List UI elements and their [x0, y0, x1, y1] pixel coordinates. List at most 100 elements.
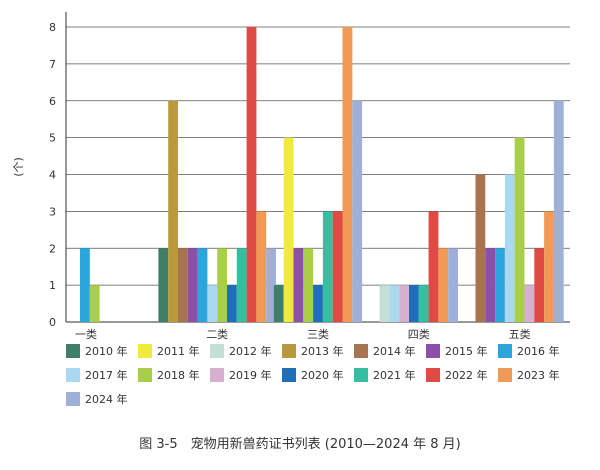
legend-label: 2013 年: [301, 345, 344, 358]
bar: [409, 285, 419, 322]
bar: [227, 285, 237, 322]
bar: [379, 285, 390, 322]
bar: [534, 248, 545, 322]
legend-swatch: [210, 368, 224, 382]
bar: [80, 248, 90, 322]
bar: [236, 248, 247, 322]
y-axis-label: (个): [12, 157, 25, 177]
bar: [389, 285, 400, 322]
y-tick-label: 2: [49, 242, 56, 255]
bar: [428, 211, 439, 322]
legend-item: 2020 年: [282, 367, 344, 383]
legend-label: 2016 年: [517, 345, 560, 358]
bar: [178, 248, 188, 322]
bar: [158, 248, 169, 322]
legend-swatch: [498, 344, 512, 358]
bar: [342, 27, 353, 322]
legend-label: 2014 年: [373, 345, 416, 358]
legend-item: 2024 年: [66, 391, 128, 407]
y-tick-label: 8: [49, 21, 56, 34]
x-tick-label: 二类: [206, 327, 228, 340]
legend-swatch: [66, 344, 80, 358]
bar: [256, 211, 267, 322]
legend-label: 2022 年: [445, 369, 488, 382]
bar: [197, 248, 208, 322]
bar: [448, 248, 458, 322]
legend-swatch: [138, 368, 152, 382]
x-tick-label: 一类: [75, 327, 97, 340]
bar: [475, 174, 486, 322]
legend-swatch: [426, 368, 440, 382]
legend-swatch: [210, 344, 224, 358]
legend-label: 2021 年: [373, 369, 416, 382]
bar: [399, 285, 409, 322]
legend-item: 2014 年: [354, 343, 416, 359]
legend-item: 2013 年: [282, 343, 344, 359]
bar: [273, 285, 284, 322]
bar: [495, 248, 505, 322]
legend-item: 2021 年: [354, 367, 416, 383]
legend-item: 2012 年: [210, 343, 272, 359]
legend-swatch: [138, 344, 152, 358]
legend-swatch: [282, 368, 296, 382]
legend-swatch: [66, 392, 80, 406]
legend-item: 2015 年: [426, 343, 488, 359]
legend-item: 2011 年: [138, 343, 200, 359]
y-tick-label: 1: [49, 279, 56, 292]
legend-label: 2017 年: [85, 369, 128, 382]
x-tick-label: 三类: [307, 327, 329, 340]
legend-item: 2019 年: [210, 367, 272, 383]
legend-swatch: [498, 368, 512, 382]
bar: [217, 248, 227, 322]
bar: [303, 248, 314, 322]
bar: [438, 248, 449, 322]
bar: [89, 285, 100, 322]
legend-swatch: [354, 344, 368, 358]
legend-label: 2015 年: [445, 345, 488, 358]
legend-label: 2019 年: [229, 369, 272, 382]
chart-plot: 0 1 2 3 4 5 6 7 8 (个) 一类 二类 三类 四类 五类: [12, 12, 570, 340]
bar: [504, 174, 515, 322]
x-tick-label: 五类: [509, 327, 531, 340]
bar: [485, 248, 496, 322]
legend-label: 2010 年: [85, 345, 128, 358]
y-tick-label: 5: [49, 132, 56, 145]
bar: [514, 137, 525, 322]
bar: [524, 285, 535, 322]
legend-swatch: [426, 344, 440, 358]
bar: [352, 100, 363, 322]
legend-swatch: [354, 368, 368, 382]
bar: [266, 248, 276, 322]
x-tick-label: 四类: [408, 327, 430, 340]
legend-item: 2022 年: [426, 367, 488, 383]
legend-item: 2018 年: [138, 367, 200, 383]
y-tick-label: 7: [49, 58, 56, 71]
legend-label: 2023 年: [517, 369, 560, 382]
bar: [332, 211, 343, 322]
legend-item: 2017 年: [66, 367, 128, 383]
figure-caption: 图 3-5 宠物用新兽药证书列表 (2010—2024 年 8 月): [139, 437, 461, 452]
legend-item: 2023 年: [498, 367, 560, 383]
legend-swatch: [66, 368, 80, 382]
bar: [544, 211, 554, 322]
bar: [553, 100, 564, 322]
legend-label: 2018 年: [157, 369, 200, 382]
legend-label: 2024 年: [85, 393, 128, 406]
legend-label: 2012 年: [229, 345, 272, 358]
bar: [313, 285, 323, 322]
bar: [246, 27, 257, 322]
bar: [168, 100, 178, 322]
legend-item: 2016 年: [498, 343, 560, 359]
legend-item: 2010 年: [66, 343, 128, 359]
bar: [283, 137, 294, 322]
legend-swatch: [282, 344, 296, 358]
y-tick-label: 6: [49, 95, 56, 108]
bar: [187, 248, 198, 322]
bar: [207, 285, 218, 322]
legend-label: 2011 年: [157, 345, 200, 358]
legend-label: 2020 年: [301, 369, 344, 382]
y-tick-label: 0: [49, 316, 56, 329]
y-tick-label: 3: [49, 205, 56, 218]
bar: [418, 285, 429, 322]
bar: [322, 211, 333, 322]
